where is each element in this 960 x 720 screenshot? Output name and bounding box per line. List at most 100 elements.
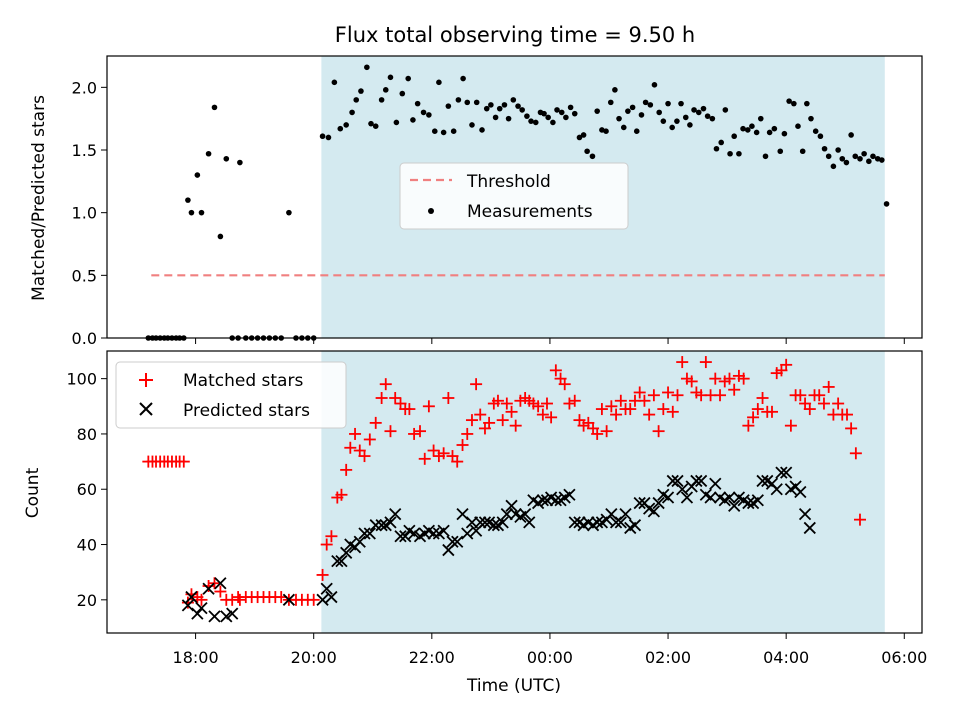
measurement-point [496,105,503,112]
predicted-star-b [394,530,407,543]
predicted-star-b [728,499,741,512]
matched-star-point [325,530,338,543]
matched-star-point [803,403,816,416]
predicted-star-point [728,499,741,512]
measurement-point [510,97,517,103]
measurement-point [612,87,618,93]
top-ytick-label: 0.0 [72,329,97,348]
measurement-point [835,147,841,153]
measurement-point [647,102,654,108]
measurement-point [580,132,587,138]
predicted-star-b [446,535,459,548]
matched-star-point [349,427,362,440]
predicted-star-b [761,474,774,488]
measurement-point [331,79,338,86]
bottom-legend: Matched stars Predicted stars [115,361,347,429]
predicted-star-b [282,593,296,606]
predicted-star-point [369,519,382,532]
measurement-point [651,82,658,88]
matched-star-point [595,403,608,416]
measurement-point [358,88,364,94]
predicted-star-b [527,494,540,507]
measurement-point [576,134,583,141]
matched-star-point [496,414,509,427]
predicted-star-point [185,590,198,604]
predicted-star-b [407,527,421,540]
measurement-point [852,153,859,160]
predicted-star-point [282,593,296,606]
predicted-star-b [657,488,670,501]
matched-star-point [456,439,469,451]
predicted-star-b [389,507,402,521]
predicted-star-point [794,485,807,499]
predicted-star-point [652,496,665,510]
predicted-star-b [647,505,661,518]
measurement-point [691,107,697,113]
measurement-point [620,124,627,131]
matched-star-point [568,394,581,407]
predicted-star-b [214,577,227,590]
measurement-point [791,100,797,107]
measurement-point [492,114,499,121]
predicted-star-b [751,494,764,507]
measurement-point [682,114,689,121]
measurement-point [319,133,326,140]
predicted-star-point [358,527,371,540]
predicted-star-b [509,507,522,521]
predicted-star-point [195,601,208,615]
measurement-point [771,125,778,132]
top-panel: 0.00.51.01.52.0 Matched/Predicted stars … [29,55,923,348]
bottom-ytick-label: 40 [77,536,97,555]
matched-star-point [813,389,826,402]
predicted-star-b [461,527,474,540]
predicted-star-b [652,496,665,510]
predicted-star-point [770,483,783,496]
bottom-ytick-label: 80 [77,425,97,444]
matched-star-point [756,392,769,404]
chart-title: Flux total observing time = 9.50 h [335,23,695,47]
predicted-star-point [549,494,562,507]
measurement-point [483,105,490,112]
predicted-star-b [694,474,708,488]
matched-star-point [699,356,712,369]
measurement-point [656,109,662,116]
measurement-point [505,115,512,122]
predicted-star-point [751,494,764,507]
predicted-star-b [661,491,675,504]
matched-star-point [765,405,778,418]
measurement-point [603,128,609,134]
top-y-axis-label: Matched/Predicted stars [29,95,49,301]
predicted-star-b [353,535,366,548]
predicted-star-point [690,474,703,488]
matched-star-point [647,389,660,402]
predicted-star-b [591,516,604,529]
measurement-point [704,113,711,119]
predicted-star-point [671,474,684,488]
matched-star-point [747,411,760,424]
predicted-star-b [573,516,586,529]
measurement-point [325,134,332,141]
bottom-panel: 20 40 60 80 100 18:00 20:00 22:00 00:00 02:00 04:… [23,350,927,696]
predicted-star-point [775,466,788,479]
measurement-point [821,145,828,152]
matched-star-point [403,403,416,416]
measurement-point [843,159,850,166]
matched-star-point [540,397,553,410]
predicted-star-b [549,494,562,507]
predicted-star-point [384,516,397,529]
predicted-star-b [208,610,221,623]
measurement-point [387,74,394,81]
matched-star-point [794,389,807,402]
predicted-star-b [732,491,746,504]
measurement-point [431,128,438,134]
matched-star-point [491,394,504,407]
matched-star-point [536,408,549,421]
legend-predicted-swatch [139,402,153,416]
matched-star-point [558,378,571,391]
predicted-star-point [446,535,459,548]
matched-star-point [671,389,684,402]
measurement-point [638,112,645,118]
matched-star-point [662,386,675,399]
predicted-star-point [202,582,215,595]
predicted-star-point [363,527,376,540]
